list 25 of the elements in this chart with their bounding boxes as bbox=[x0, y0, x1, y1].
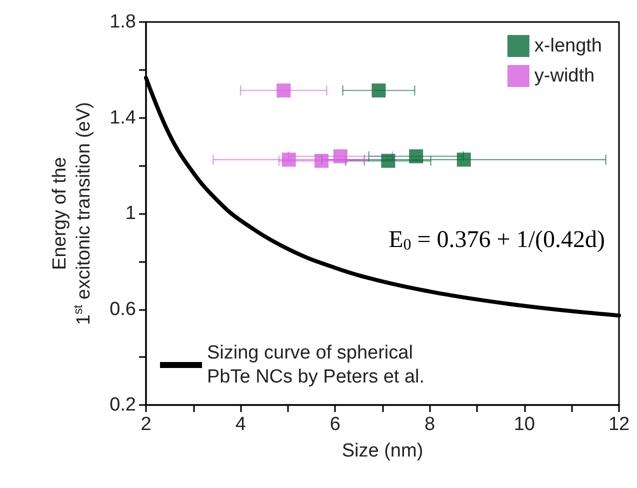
y-tick-label: 1 bbox=[125, 203, 136, 224]
x-tick-label: 8 bbox=[424, 414, 436, 435]
x-tick-label: 6 bbox=[330, 414, 340, 435]
y-tick-label: 1.4 bbox=[110, 107, 136, 128]
point bbox=[282, 152, 296, 167]
point bbox=[333, 149, 348, 164]
point bbox=[456, 152, 471, 167]
x-tick-label: 12 bbox=[608, 414, 630, 435]
x-tick-label: 2 bbox=[140, 414, 152, 435]
text: Energy of the 1st excitonic transition (eV) bbox=[50, 102, 94, 325]
x-tick-label: 4 bbox=[235, 414, 246, 435]
y-tick-label: 1.8 bbox=[110, 12, 136, 32]
annotation: E0 = 0.376 + 1/(0.42d) bbox=[388, 227, 606, 254]
point bbox=[314, 154, 328, 168]
point bbox=[409, 149, 424, 164]
x-tick-label: 10 bbox=[514, 414, 535, 435]
point bbox=[276, 83, 291, 98]
point bbox=[381, 154, 396, 168]
legend-label: Sizing curve of spherical PbTe NCs by Peters et al. bbox=[207, 342, 425, 388]
legend-label: y-width bbox=[534, 66, 595, 86]
x-axis-title: Size (nm) bbox=[342, 440, 424, 462]
legend-label: x-length bbox=[534, 36, 602, 56]
y-tick-label: 0.6 bbox=[110, 298, 136, 320]
point bbox=[372, 83, 386, 98]
y-tick-label: 0.2 bbox=[110, 394, 136, 416]
